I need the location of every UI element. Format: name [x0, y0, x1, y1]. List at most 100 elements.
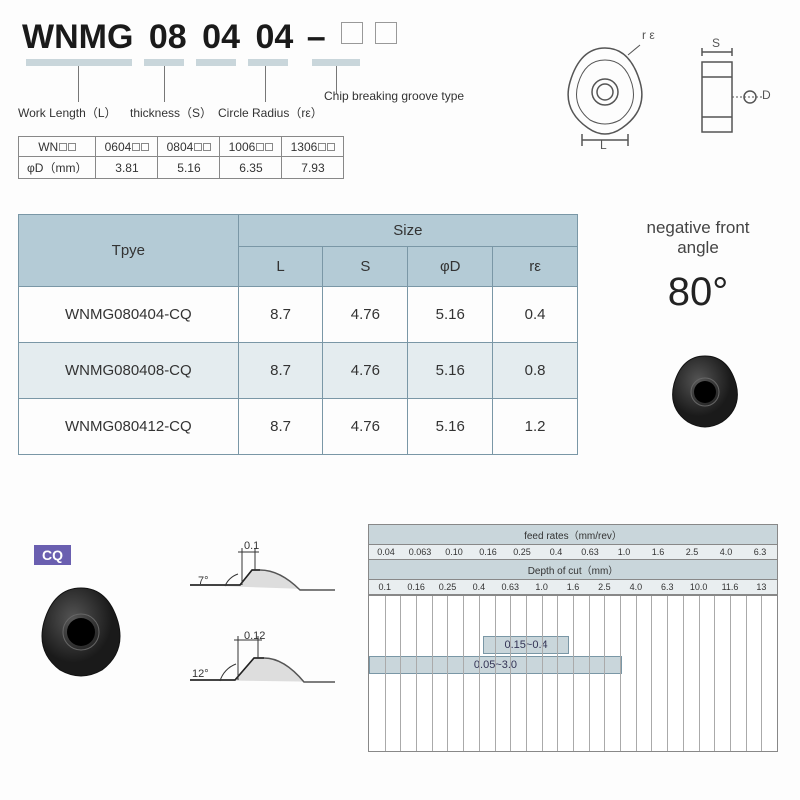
fd-grid-line [432, 596, 433, 751]
profile2-angle: 12° [192, 668, 209, 680]
r2-d: 5.16 [408, 399, 493, 455]
profile1-offset: 0.1 [244, 540, 259, 552]
fd-depth-tick: 0.4 [463, 580, 494, 594]
insert-top-diagram [540, 30, 670, 150]
r1-s: 4.76 [323, 343, 408, 399]
mini-r1c1: 0604 [96, 137, 158, 157]
r0-re: 0.4 [493, 287, 578, 343]
r0-type: WNMG080404-CQ [19, 287, 239, 343]
r1-d: 5.16 [408, 343, 493, 399]
fd-depth-tick: 0.25 [432, 580, 463, 594]
mini-r2c2: 5.16 [158, 157, 220, 179]
fd-grid-line [667, 596, 668, 751]
fd-grid-line [542, 596, 543, 751]
mini-r1c3: 1006 [220, 137, 282, 157]
fd-depth-tick: 0.1 [369, 580, 400, 594]
mini-r2c1: 3.81 [96, 157, 158, 179]
fd-depth-title: Depth of cut（mm） [369, 560, 777, 580]
mini-r2c4: 7.93 [282, 157, 344, 179]
cq-badge: CQ [34, 545, 71, 565]
code-box-1 [341, 22, 363, 44]
fd-grid-line [604, 596, 605, 751]
fd-grid-line [636, 596, 637, 751]
neg-angle-label2: angle [618, 238, 778, 258]
neg-angle-label1: negative front [618, 218, 778, 238]
fd-header: feed rates（mm/rev） 0.040.0630.100.160.25… [368, 524, 778, 596]
legend-chip-type: Chip breaking groove type [324, 90, 424, 103]
fd-grid-line [495, 596, 496, 751]
legend-work-length: Work Length（L） [18, 104, 117, 121]
neg-angle-value: 80° [618, 270, 778, 315]
underline-3 [196, 59, 236, 66]
code-dash: – [307, 18, 326, 56]
fd-grid-line [463, 596, 464, 751]
fd-depth-tick: 2.5 [589, 580, 620, 594]
profile-1 [180, 530, 340, 610]
fd-grid-line [730, 596, 731, 751]
fd-grid-line [416, 596, 417, 751]
fd-grid-line [761, 596, 762, 751]
size-table: Tpye Size L S φD rε WNMG080404-CQ 8.7 4.… [18, 214, 578, 455]
r1-re: 0.8 [493, 343, 578, 399]
leader-1 [78, 66, 79, 102]
fd-depth-tick: 4.0 [620, 580, 651, 594]
fd-depth-tick: 0.63 [495, 580, 526, 594]
fd-grid-line [557, 596, 558, 751]
mini-r2-label: φD（mm） [19, 157, 96, 179]
r2-type: WNMG080412-CQ [19, 399, 239, 455]
underline-1 [26, 59, 132, 66]
mini-r2c3: 6.35 [220, 157, 282, 179]
fd-grid-line [651, 596, 652, 751]
insert-icon-dark-1 [660, 350, 750, 435]
mini-diameter-table: WN 0604 0804 1006 1306 φD（mm） 3.81 5.16 … [18, 136, 344, 179]
fd-depth-tick: 1.0 [526, 580, 557, 594]
r2-re: 1.2 [493, 399, 578, 455]
r2-l: 8.7 [238, 399, 323, 455]
r1-l: 8.7 [238, 343, 323, 399]
fd-feed-tick: 0.16 [471, 545, 505, 559]
dia-label-l: L [600, 138, 607, 152]
fd-feed-tick: 2.5 [675, 545, 709, 559]
profile2-offset: 0.12 [244, 630, 265, 642]
th-type: Tpye [19, 215, 239, 287]
fd-grid-line [510, 596, 511, 751]
fd-grid-line [479, 596, 480, 751]
dia-label-re: r ε [642, 28, 655, 42]
fd-feed-title: feed rates（mm/rev） [369, 525, 777, 545]
r0-l: 8.7 [238, 287, 323, 343]
fd-depth-tick: 11.6 [714, 580, 745, 594]
underline-4 [248, 59, 288, 66]
mini-r1c2: 0804 [158, 137, 220, 157]
fd-feed-scale: 0.040.0630.100.160.250.40.631.01.62.54.0… [369, 545, 777, 560]
fd-feed-tick: 0.25 [505, 545, 539, 559]
code-box-2 [375, 22, 397, 44]
fd-grid-line [714, 596, 715, 751]
fd-depth-tick: 1.6 [557, 580, 588, 594]
mini-r1c0: WN [19, 137, 96, 157]
th-d: φD [408, 246, 493, 286]
fd-feed-tick: 1.0 [607, 545, 641, 559]
dia-label-s: S [712, 36, 720, 50]
product-code-title: WNMG 08 04 04 – [22, 18, 397, 57]
fd-grid-line [620, 596, 621, 751]
table-row: WNMG080404-CQ 8.7 4.76 5.16 0.4 [19, 287, 578, 343]
underline-5 [312, 59, 360, 66]
fd-grid-line [573, 596, 574, 751]
fd-feed-tick: 0.4 [539, 545, 573, 559]
fd-grid-line [526, 596, 527, 751]
fd-depth-tick: 10.0 [683, 580, 714, 594]
r0-d: 5.16 [408, 287, 493, 343]
insert-icon-dark-2 [26, 580, 136, 685]
fd-grid-line [385, 596, 386, 751]
fd-feed-tick: 0.63 [573, 545, 607, 559]
fd-feed-tick: 1.6 [641, 545, 675, 559]
fd-feed-tick: 0.04 [369, 545, 403, 559]
fd-grid-line [400, 596, 401, 751]
r2-s: 4.76 [323, 399, 408, 455]
fd-depth-tick: 0.16 [400, 580, 431, 594]
fd-grid: 0.15~0.4 0.05~3.0 [368, 596, 778, 752]
fd-depth-scale: 0.10.160.250.40.631.01.62.54.06.310.011.… [369, 580, 777, 595]
feed-depth-chart: feed rates（mm/rev） 0.040.0630.100.160.25… [368, 524, 778, 752]
fd-feed-tick: 6.3 [743, 545, 777, 559]
th-re: rε [493, 246, 578, 286]
